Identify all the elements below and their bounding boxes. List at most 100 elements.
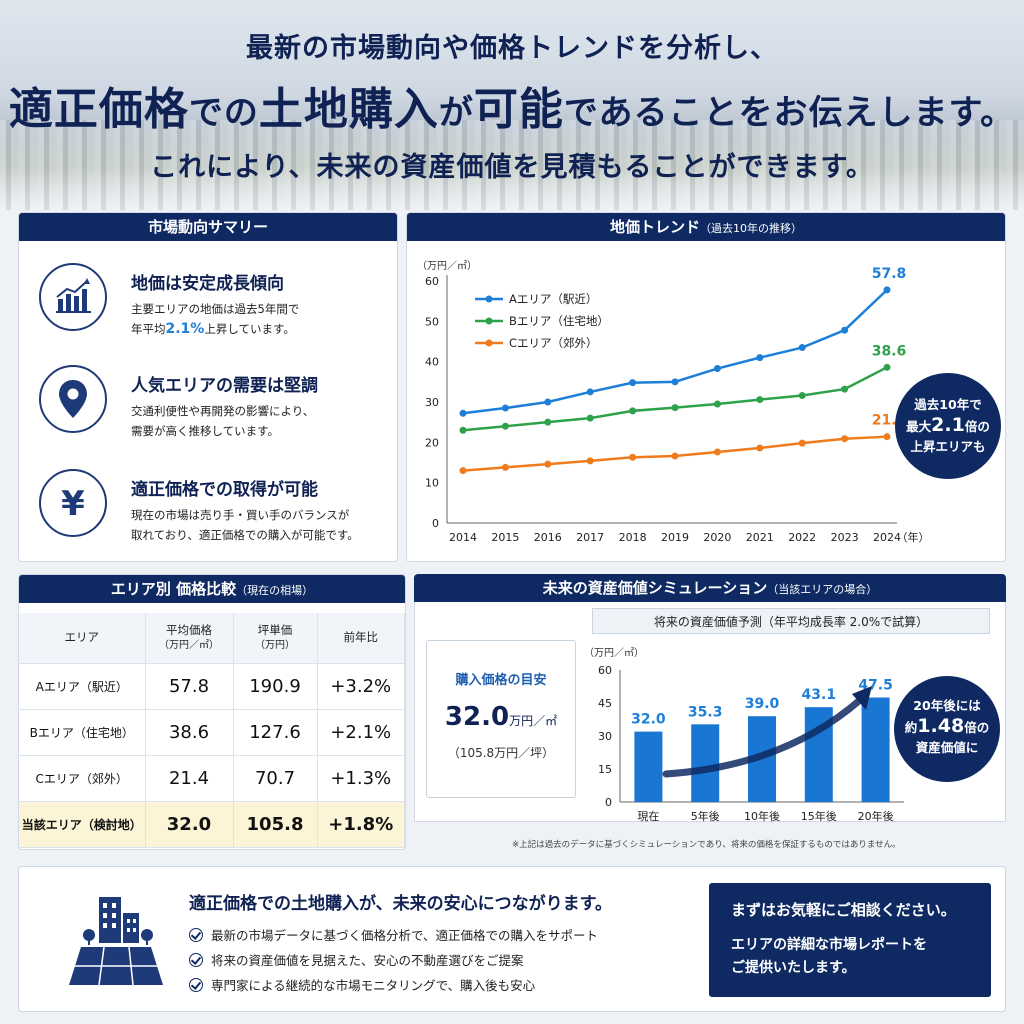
table-row: Aエリア（駅近） 57.8 190.9 +3.2% [19,663,405,710]
data-point [501,404,509,412]
asset-simulation-panel: 未来の資産価値シミュレーション（当該エリアの場合） 購入価格の目安 32.0万円… [414,574,1006,850]
y-tick-label: 30 [425,396,439,409]
building-icon [59,891,169,991]
data-point [798,392,806,400]
data-point [756,396,764,404]
column-header: 平均価格 （万円／㎡） [145,613,234,664]
x-tick-label: 2015 [491,531,519,544]
y-axis-label: （万円／㎡） [417,260,477,272]
x-tick-label: 5年後 [691,809,720,823]
y-tick-label: 40 [425,356,439,369]
x-tick-label: 2022 [788,531,816,544]
summary-title: 人気エリアの需要は堅調 [131,376,318,396]
data-point [883,363,891,371]
y-tick-label: 10 [425,477,439,490]
data-point [756,354,764,362]
hero-line-2: 適正価格での土地購入が可能であることをお伝えします。 [8,84,1016,135]
list-item: 将来の資産価値を見据えた、安心の不動産選びをご提案 [189,948,598,973]
trend-header: 地価トレンド（過去10年の推移） [407,213,1005,241]
table-row-highlight: 当該エリア（検討地） 32.0 105.8 +1.8% [19,801,405,848]
legend-marker [485,317,493,325]
table-header-row: エリア 平均価格 （万円／㎡） 坪単価 （万円） 前年比 [19,613,405,664]
data-point [671,404,679,412]
data-point [544,418,552,426]
growth-arrow-head [852,686,872,710]
location-pin-icon [39,365,107,433]
hero-headline: 最新の市場動向や価格トレンドを分析し、 適正価格での土地購入が可能であることをお… [0,26,1024,184]
price-compare-table: エリア 平均価格 （万円／㎡） 坪単価 （万円） 前年比 Aエリア（駅近） 57.8… [19,613,405,848]
data-point [501,463,509,471]
chart-icon [39,263,107,331]
check-icon [189,928,203,942]
summary-desc: 交通利便性や再開発の影響により、 需要が高く推移しています。 [131,404,315,438]
bar-value-label: 35.3 [688,704,723,720]
data-point [629,453,637,461]
table-row: Cエリア（郊外） 21.4 70.7 +1.3% [19,755,405,802]
column-header: 前年比 [317,613,405,664]
check-icon [189,953,203,967]
market-summary-panel: 市場動向サマリー 地価は安定成長傾向 主要エリアの地価は過去5年間で 年平均2.… [18,212,398,562]
x-tick-label: 10年後 [744,809,780,823]
legend-label: Cエリア（郊外） [509,336,598,350]
x-tick-label: 2016 [534,531,562,544]
column-header: エリア [19,613,146,664]
asset-value-bar-chart: （万円／㎡） 0 15 30 45 60 32.0 現在 35.3 5年後 39.0 10年後 43.1… [584,647,904,823]
data-point [713,448,721,456]
hero-background [0,0,1024,210]
y-tick-label: 30 [598,730,612,743]
x-tick-label: 15年後 [801,809,837,823]
growth-arrow [662,696,864,778]
area-price-compare-panel: エリア別 価格比較（現在の相場） エリア 平均価格 （万円／㎡） 坪単価 （万円） … [18,574,406,850]
legend-label: Bエリア（住宅地） [509,314,609,328]
purchase-price-box: 購入価格の目安 32.0万円／㎡ （105.8万円／坪） [426,640,576,798]
bar [691,724,720,802]
x-tick-label: 2021 [746,531,774,544]
x-axis-label: （年） [897,530,930,544]
purchase-price: 32.0万円／㎡ [444,702,558,732]
x-tick-label: 2017 [576,531,604,544]
data-point [459,467,467,475]
data-point [671,452,679,460]
data-point [586,414,594,422]
list-item: 最新の市場データに基づく価格分析で、適正価格での購入をサポート [189,923,598,948]
x-tick-label: 2020 [703,531,731,544]
y-tick-label: 15 [598,763,612,776]
consultation-cta[interactable]: まずはお気軽にご相談ください。 エリアの詳細な市場レポートを ご提供いたします。 [709,883,991,997]
bottom-title: 適正価格での土地購入が、未来の安心につながります。 [189,894,612,914]
data-point [841,435,849,443]
x-tick-label: 2014 [449,531,477,544]
legend-marker [485,295,493,303]
simulation-caption: 将来の資産価値予測（年平均成長率 2.0%で試算） [592,608,990,634]
end-value-label: 38.6 [872,343,907,359]
x-tick-label: 20年後 [858,809,894,823]
y-tick-label: 0 [432,517,439,530]
data-point [671,378,679,386]
svg-text:¥: ¥ [61,484,85,524]
data-point [713,400,721,408]
land-price-line-chart: （万円／㎡） 0 10 20 30 40 50 60 2014 2015 2016 2017 2018 2… [417,260,930,544]
data-point [713,365,721,373]
trend-badge: 過去10年で 最大2.1倍の 上昇エリアも [895,373,1001,479]
table-row: Bエリア（住宅地） 38.6 127.6 +2.1% [19,709,405,756]
compare-header: エリア別 価格比較（現在の相場） [19,575,405,603]
data-point [544,398,552,406]
legend-label: Aエリア（駅近） [509,292,597,306]
series-line [462,366,888,432]
benefit-list: 最新の市場データに基づく価格分析で、適正価格での購入をサポート 将来の資産価値を… [189,923,598,998]
series-line [462,288,888,415]
summary-desc: 主要エリアの地価は過去5年間で 年平均2.1%上昇しています。 [131,302,300,337]
legend-marker [485,339,493,347]
summary-item-growth: 地価は安定成長傾向 主要エリアの地価は過去5年間で 年平均2.1%上昇しています… [39,263,397,353]
y-tick-label: 20 [425,436,439,449]
data-point [629,379,637,387]
column-header: 坪単価 （万円） [233,613,318,664]
x-tick-label: 2024 [873,531,901,544]
data-point [459,426,467,434]
simulation-badge: 20年後には 約1.48倍の 資産価値に [894,676,1000,782]
market-summary-header: 市場動向サマリー [19,213,397,241]
x-tick-label: 現在 [637,810,659,823]
data-point [841,326,849,334]
data-point [798,439,806,447]
data-point [586,388,594,396]
y-tick-label: 60 [425,275,439,288]
